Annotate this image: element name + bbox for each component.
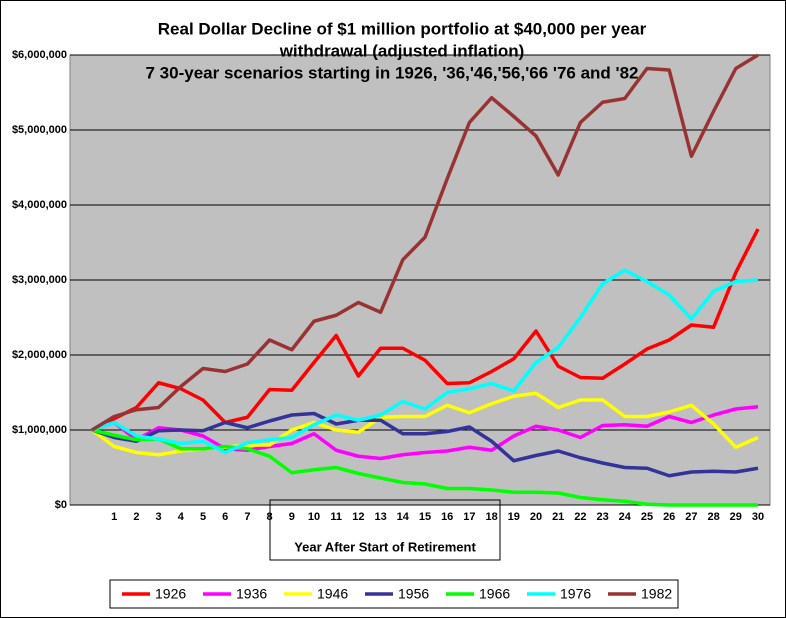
legend-label: 1976 (560, 586, 591, 602)
y-tick-label: $3,000,000 (12, 274, 67, 286)
series-line (91, 228, 760, 432)
chart-subtitle: 7 30-year scenarios starting in 1926, '3… (146, 63, 639, 82)
legend-box (109, 579, 679, 609)
y-tick-label: $0 (55, 499, 67, 511)
legend-label: 1946 (317, 586, 348, 602)
x-tick-label: 15 (419, 511, 431, 523)
x-tick-label: 3 (156, 511, 162, 523)
x-tick-label: 17 (463, 511, 475, 523)
x-tick-label: 1 (111, 511, 117, 523)
y-tick-label: $6,000,000 (12, 49, 67, 61)
x-axis-label: Year After Start of Retirement (294, 539, 476, 554)
x-tick-label: 11 (330, 511, 342, 523)
x-tick-label: 20 (530, 511, 542, 523)
x-tick-label: 25 (641, 511, 653, 523)
legend-label: 1926 (155, 586, 186, 602)
y-tick-label: $2,000,000 (12, 349, 67, 361)
x-tick-label: 9 (289, 511, 295, 523)
legend-label: 1966 (479, 586, 510, 602)
x-tick-label: 22 (574, 511, 586, 523)
x-tick-label: 16 (441, 511, 453, 523)
x-tick-label: 6 (222, 511, 228, 523)
x-tick-label: 12 (352, 511, 364, 523)
series-line (91, 428, 758, 507)
y-tick-label: $1,000,000 (12, 424, 67, 436)
x-tick-label: 5 (200, 511, 206, 523)
chart-title: withdrawal (adjusted inflation) (279, 41, 525, 60)
x-tick-label: 27 (685, 511, 697, 523)
legend-label: 1956 (398, 586, 429, 602)
series-line (91, 53, 759, 432)
series-line (91, 405, 759, 461)
x-tick-label: 26 (663, 511, 675, 523)
series-line (91, 268, 759, 455)
legend-label: 1982 (641, 586, 672, 602)
x-tick-label: 18 (485, 511, 497, 523)
x-tick-label: 29 (730, 511, 742, 523)
x-tick-label: 7 (244, 511, 250, 523)
x-tick-label: 8 (267, 511, 273, 523)
x-tick-label: 13 (374, 511, 386, 523)
x-tick-label: 10 (308, 511, 320, 523)
x-tick-label: 21 (552, 511, 564, 523)
x-tick-label: 4 (178, 511, 185, 523)
x-tick-label: 24 (619, 511, 632, 523)
x-label-box (269, 499, 501, 561)
y-tick-label: $4,000,000 (12, 199, 67, 211)
x-tick-label: 19 (508, 511, 520, 523)
x-tick-label: 28 (707, 511, 719, 523)
series-line (91, 411, 759, 478)
x-tick-label: 23 (596, 511, 608, 523)
x-tick-label: 30 (752, 511, 764, 523)
chart-title: Real Dollar Decline of $1 million portfo… (158, 19, 647, 38)
legend-label: 1936 (236, 586, 267, 602)
x-tick-label: 2 (133, 511, 139, 523)
y-tick-label: $5,000,000 (12, 124, 67, 136)
x-tick-label: 14 (397, 511, 410, 523)
